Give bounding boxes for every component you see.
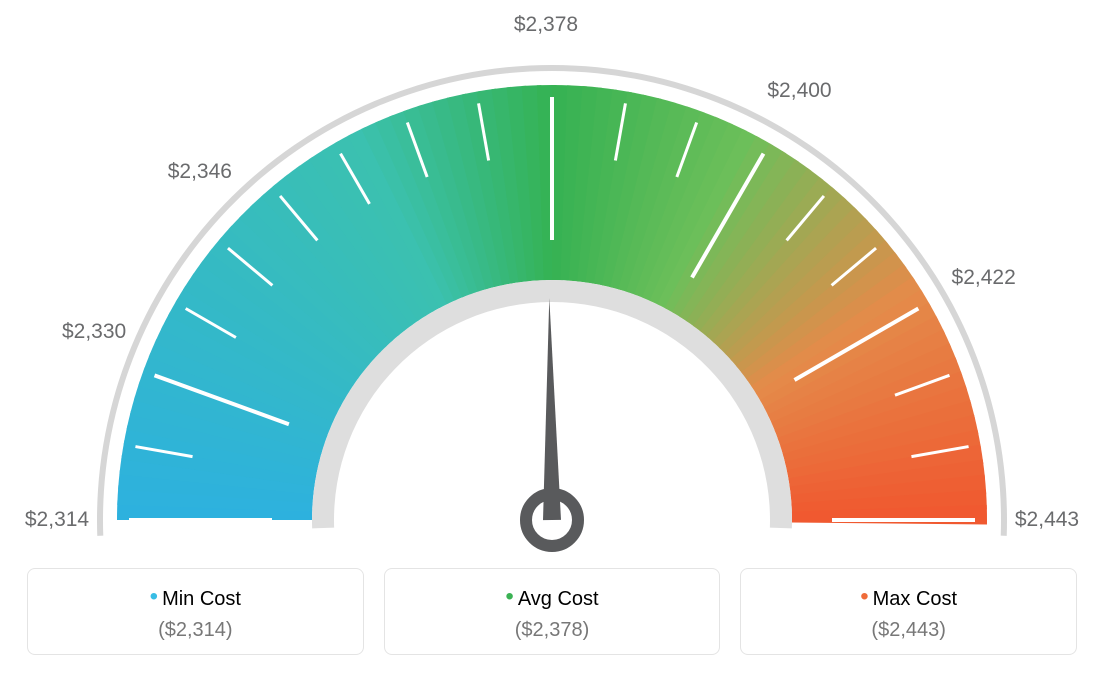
legend-max: •Max Cost ($2,443) <box>740 568 1077 655</box>
legend-max-title-text: Max Cost <box>873 588 957 610</box>
gauge-tick-label: $2,443 <box>1015 508 1079 532</box>
legend-min-dot: • <box>150 583 158 610</box>
legend-max-title: •Max Cost <box>751 583 1066 611</box>
legend-min-title: •Min Cost <box>38 583 353 611</box>
legend-min-title-text: Min Cost <box>162 588 241 610</box>
gauge-tick-label: $2,330 <box>62 320 126 344</box>
legend-max-value: ($2,443) <box>751 619 1066 642</box>
gauge-needle <box>543 298 561 520</box>
legend-avg-title-text: Avg Cost <box>518 588 599 610</box>
legend-row: •Min Cost ($2,314) •Avg Cost ($2,378) •M… <box>27 568 1077 655</box>
legend-avg-dot: • <box>505 583 513 610</box>
gauge-tick-label: $2,422 <box>952 266 1016 290</box>
gauge-chart: $2,314$2,330$2,346$2,378$2,400$2,422$2,4… <box>27 40 1077 560</box>
gauge-tick-label: $2,314 <box>25 508 89 532</box>
gauge-svg <box>27 40 1077 560</box>
legend-max-dot: • <box>860 583 868 610</box>
gauge-tick-label: $2,346 <box>168 160 232 184</box>
legend-min: •Min Cost ($2,314) <box>27 568 364 655</box>
legend-min-value: ($2,314) <box>38 619 353 642</box>
legend-avg: •Avg Cost ($2,378) <box>384 568 721 655</box>
legend-avg-title: •Avg Cost <box>395 583 710 611</box>
gauge-tick-label: $2,400 <box>767 79 831 103</box>
gauge-tick-label: $2,378 <box>514 13 578 37</box>
legend-avg-value: ($2,378) <box>395 619 710 642</box>
